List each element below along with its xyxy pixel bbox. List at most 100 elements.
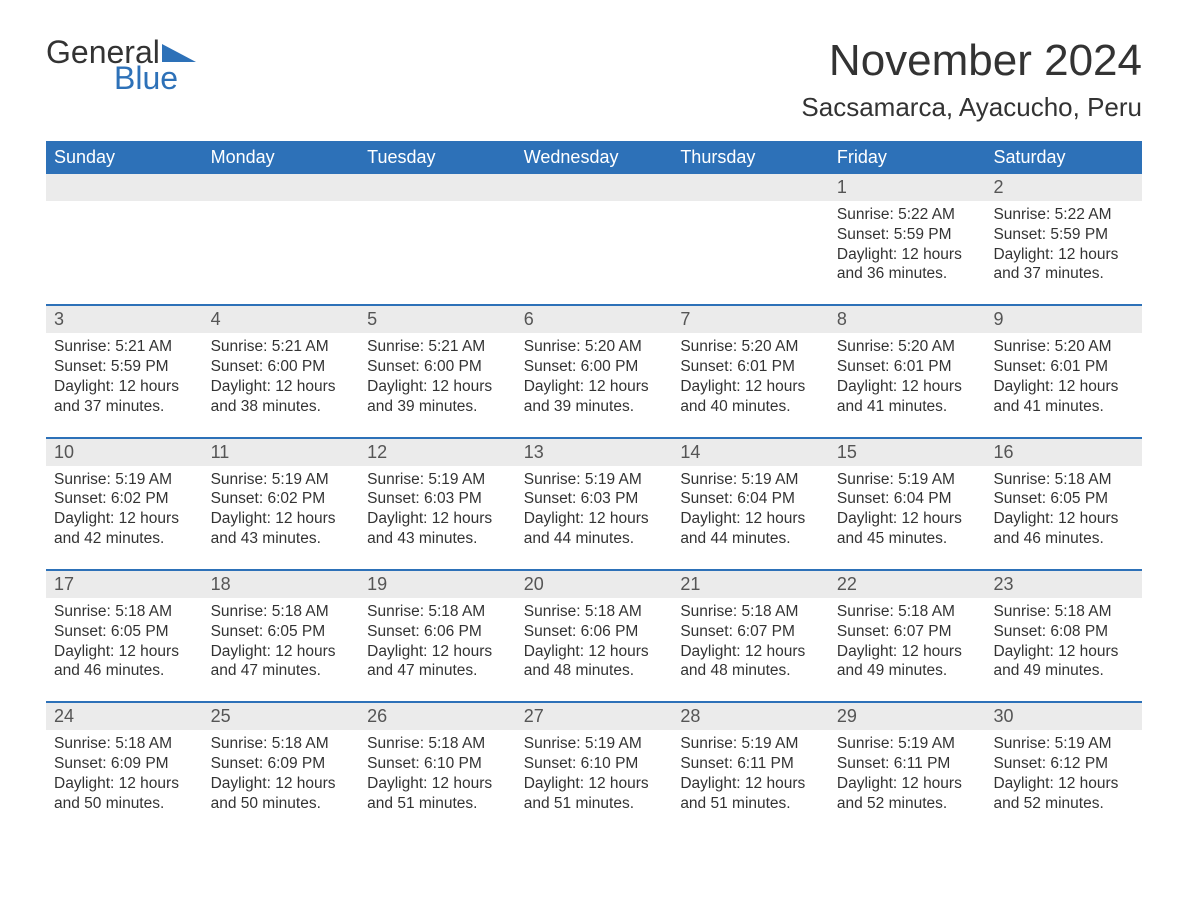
calendar-day: 15Sunrise: 5:19 AMSunset: 6:04 PMDayligh… <box>829 439 986 559</box>
day-info-line: Daylight: 12 hours and 49 minutes. <box>837 642 978 682</box>
info-label: Sunset: <box>54 623 107 640</box>
day-date <box>516 174 673 201</box>
calendar-day: 3Sunrise: 5:21 AMSunset: 5:59 PMDaylight… <box>46 306 203 426</box>
day-info-line: Sunrise: 5:19 AM <box>993 734 1134 754</box>
day-info-line: Sunrise: 5:18 AM <box>524 602 665 622</box>
location-subtitle: Sacsamarca, Ayacucho, Peru <box>801 92 1142 123</box>
info-label: Sunrise: <box>993 206 1050 223</box>
day-info-line: Sunset: 6:06 PM <box>367 622 508 642</box>
day-info-line: Daylight: 12 hours and 52 minutes. <box>837 774 978 814</box>
calendar-day: 8Sunrise: 5:20 AMSunset: 6:01 PMDaylight… <box>829 306 986 426</box>
info-value: 5:21 AM <box>272 338 329 355</box>
day-date: 22 <box>829 571 986 598</box>
info-label: Sunset: <box>524 358 577 375</box>
day-info-line: Sunset: 5:59 PM <box>993 225 1134 245</box>
day-info-line: Daylight: 12 hours and 37 minutes. <box>54 377 195 417</box>
calendar-day: 19Sunrise: 5:18 AMSunset: 6:06 PMDayligh… <box>359 571 516 691</box>
day-info-line: Daylight: 12 hours and 42 minutes. <box>54 509 195 549</box>
info-label: Sunset: <box>54 490 107 507</box>
info-label: Sunset: <box>837 623 890 640</box>
day-info-line: Sunrise: 5:19 AM <box>211 470 352 490</box>
day-date: 16 <box>985 439 1142 466</box>
calendar-day: 10Sunrise: 5:19 AMSunset: 6:02 PMDayligh… <box>46 439 203 559</box>
day-body: Sunrise: 5:19 AMSunset: 6:11 PMDaylight:… <box>829 730 986 813</box>
week-row: 24Sunrise: 5:18 AMSunset: 6:09 PMDayligh… <box>46 701 1142 823</box>
info-value: 5:18 AM <box>272 735 329 752</box>
info-label: Sunrise: <box>837 338 894 355</box>
day-info-line: Sunset: 6:03 PM <box>367 489 508 509</box>
info-label: Sunset: <box>680 623 733 640</box>
calendar-day: 14Sunrise: 5:19 AMSunset: 6:04 PMDayligh… <box>672 439 829 559</box>
day-info-line: Sunrise: 5:20 AM <box>993 337 1134 357</box>
day-info-line: Sunset: 6:00 PM <box>367 357 508 377</box>
day-info-line: Sunset: 6:11 PM <box>837 754 978 774</box>
day-body: Sunrise: 5:18 AMSunset: 6:05 PMDaylight:… <box>985 466 1142 549</box>
calendar-day: 26Sunrise: 5:18 AMSunset: 6:10 PMDayligh… <box>359 703 516 823</box>
info-label: Sunset: <box>524 755 577 772</box>
info-label: Daylight: <box>680 775 740 792</box>
day-info-line: Daylight: 12 hours and 41 minutes. <box>993 377 1134 417</box>
day-info-line: Daylight: 12 hours and 45 minutes. <box>837 509 978 549</box>
info-label: Sunrise: <box>211 471 268 488</box>
info-label: Sunrise: <box>680 471 737 488</box>
day-info-line: Daylight: 12 hours and 49 minutes. <box>993 642 1134 682</box>
info-label: Sunset: <box>993 490 1046 507</box>
info-label: Daylight: <box>211 643 271 660</box>
calendar-day: 5Sunrise: 5:21 AMSunset: 6:00 PMDaylight… <box>359 306 516 426</box>
info-value: 5:19 AM <box>585 735 642 752</box>
day-info-line: Sunset: 6:02 PM <box>54 489 195 509</box>
month-title: November 2024 <box>801 36 1142 86</box>
info-value: 6:04 PM <box>737 490 795 507</box>
day-date: 26 <box>359 703 516 730</box>
week-row: 3Sunrise: 5:21 AMSunset: 5:59 PMDaylight… <box>46 304 1142 426</box>
day-info-line: Daylight: 12 hours and 46 minutes. <box>993 509 1134 549</box>
calendar-day <box>46 174 203 294</box>
day-info-line: Daylight: 12 hours and 43 minutes. <box>211 509 352 549</box>
info-label: Sunrise: <box>524 735 581 752</box>
day-body: Sunrise: 5:22 AMSunset: 5:59 PMDaylight:… <box>985 201 1142 284</box>
info-label: Sunset: <box>367 623 420 640</box>
info-value: 5:19 AM <box>742 735 799 752</box>
day-date: 27 <box>516 703 673 730</box>
day-info-line: Sunrise: 5:22 AM <box>837 205 978 225</box>
day-body: Sunrise: 5:18 AMSunset: 6:06 PMDaylight:… <box>359 598 516 681</box>
day-info-line: Daylight: 12 hours and 47 minutes. <box>367 642 508 682</box>
info-label: Sunset: <box>524 490 577 507</box>
info-label: Sunrise: <box>680 338 737 355</box>
info-label: Daylight: <box>680 643 740 660</box>
info-value: 5:18 AM <box>115 735 172 752</box>
day-date: 13 <box>516 439 673 466</box>
info-value: 6:01 PM <box>1050 358 1108 375</box>
day-info-line: Sunset: 5:59 PM <box>837 225 978 245</box>
day-date: 3 <box>46 306 203 333</box>
info-label: Sunrise: <box>837 206 894 223</box>
info-value: 5:20 AM <box>898 338 955 355</box>
title-block: November 2024 Sacsamarca, Ayacucho, Peru <box>801 36 1142 123</box>
day-info-line: Sunrise: 5:19 AM <box>680 734 821 754</box>
day-info-line: Daylight: 12 hours and 48 minutes. <box>680 642 821 682</box>
info-label: Daylight: <box>211 775 271 792</box>
info-label: Sunset: <box>680 358 733 375</box>
info-label: Sunset: <box>211 755 264 772</box>
info-label: Sunrise: <box>993 471 1050 488</box>
calendar-day: 24Sunrise: 5:18 AMSunset: 6:09 PMDayligh… <box>46 703 203 823</box>
day-body: Sunrise: 5:19 AMSunset: 6:12 PMDaylight:… <box>985 730 1142 813</box>
info-label: Sunrise: <box>837 471 894 488</box>
day-info-line: Sunset: 6:02 PM <box>211 489 352 509</box>
day-body: Sunrise: 5:18 AMSunset: 6:09 PMDaylight:… <box>203 730 360 813</box>
dow-cell: Monday <box>203 141 360 174</box>
info-label: Sunrise: <box>993 338 1050 355</box>
info-label: Daylight: <box>524 510 584 527</box>
info-label: Sunset: <box>54 755 107 772</box>
info-label: Sunset: <box>524 623 577 640</box>
calendar-day: 28Sunrise: 5:19 AMSunset: 6:11 PMDayligh… <box>672 703 829 823</box>
info-label: Daylight: <box>54 510 114 527</box>
info-label: Sunset: <box>993 623 1046 640</box>
info-label: Sunset: <box>54 358 107 375</box>
info-value: 6:07 PM <box>737 623 795 640</box>
calendar-day: 27Sunrise: 5:19 AMSunset: 6:10 PMDayligh… <box>516 703 673 823</box>
calendar-page: General Blue November 2024 Sacsamarca, A… <box>0 0 1188 918</box>
day-info-line: Daylight: 12 hours and 38 minutes. <box>211 377 352 417</box>
header: General Blue November 2024 Sacsamarca, A… <box>46 36 1142 123</box>
week-row: 10Sunrise: 5:19 AMSunset: 6:02 PMDayligh… <box>46 437 1142 559</box>
